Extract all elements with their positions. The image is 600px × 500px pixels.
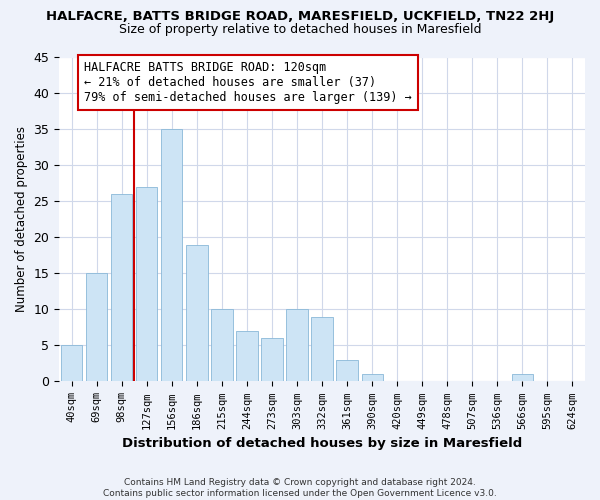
Bar [211, 310, 233, 382]
Bar [186, 244, 208, 382]
Text: Size of property relative to detached houses in Maresfield: Size of property relative to detached ho… [119, 22, 481, 36]
X-axis label: Distribution of detached houses by size in Maresfield: Distribution of detached houses by size … [122, 437, 522, 450]
Bar [236, 331, 257, 382]
Y-axis label: Number of detached properties: Number of detached properties [15, 126, 28, 312]
Bar [337, 360, 358, 382]
Bar [111, 194, 133, 382]
Bar [262, 338, 283, 382]
Text: Contains HM Land Registry data © Crown copyright and database right 2024.
Contai: Contains HM Land Registry data © Crown c… [103, 478, 497, 498]
Text: HALFACRE, BATTS BRIDGE ROAD, MARESFIELD, UCKFIELD, TN22 2HJ: HALFACRE, BATTS BRIDGE ROAD, MARESFIELD,… [46, 10, 554, 23]
Text: HALFACRE BATTS BRIDGE ROAD: 120sqm
← 21% of detached houses are smaller (37)
79%: HALFACRE BATTS BRIDGE ROAD: 120sqm ← 21%… [84, 61, 412, 104]
Bar [136, 187, 157, 382]
Bar [61, 346, 82, 382]
Bar [311, 316, 333, 382]
Bar [512, 374, 533, 382]
Bar [86, 274, 107, 382]
Bar [161, 130, 182, 382]
Bar [362, 374, 383, 382]
Bar [286, 310, 308, 382]
